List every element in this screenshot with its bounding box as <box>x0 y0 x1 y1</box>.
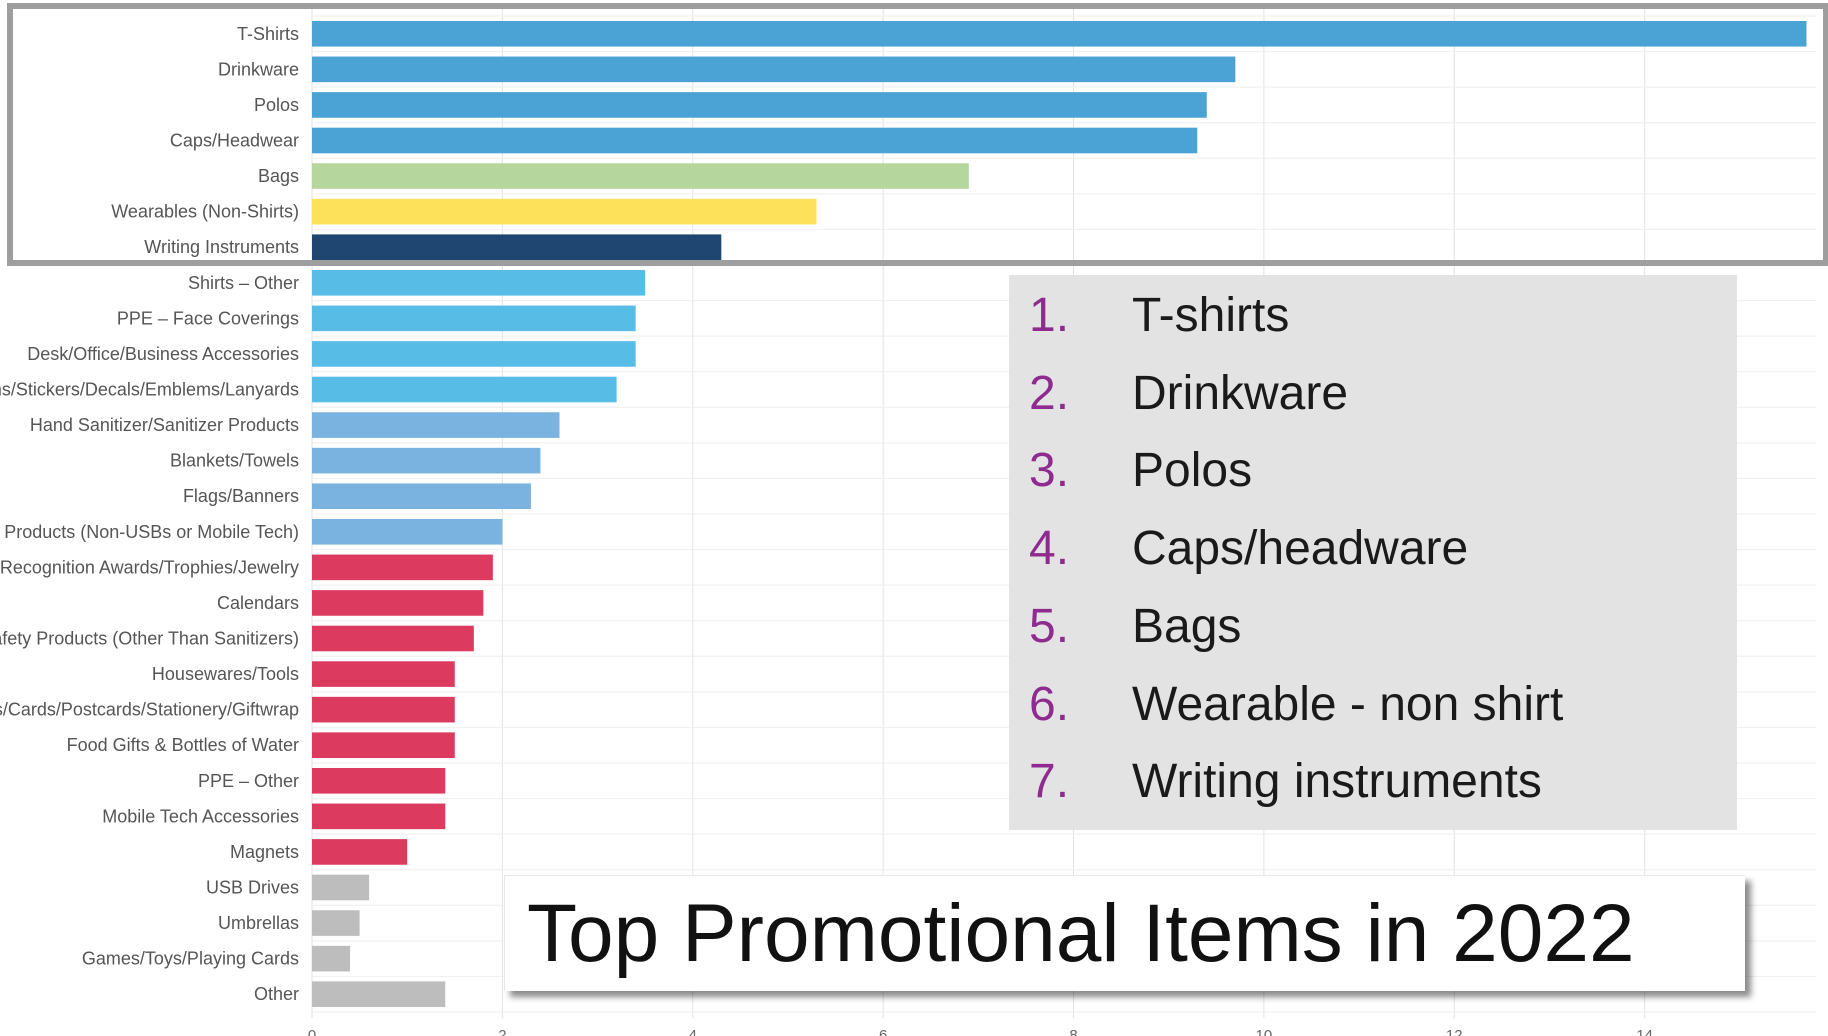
x-tick-label: 2 <box>498 1027 506 1036</box>
x-tick-label: 6 <box>879 1027 887 1036</box>
ranking-label: Caps/headware <box>1132 522 1469 576</box>
category-label: Desk/Office/Business Accessories <box>27 344 299 364</box>
bar <box>312 376 617 403</box>
category-label: Calendars <box>217 593 299 613</box>
x-axis-tick-labels: 0 2 4 6 8 10 12 14 <box>308 1027 1653 1036</box>
ranking-list-item: 7. Writing instruments <box>1009 743 1737 821</box>
overlay-title: Top Promotional Items in 2022 <box>527 888 1635 979</box>
category-label: Magnets <box>230 842 299 862</box>
bar <box>312 92 1207 118</box>
category-label: Recognition Awards/Trophies/Jewelry <box>0 557 299 577</box>
bar <box>312 483 531 510</box>
top-seven-highlight-box <box>7 3 1828 266</box>
ranking-number: 6. <box>1029 677 1070 731</box>
x-tick-label: 0 <box>308 1027 316 1036</box>
ranking-list-box: 1. T-shirts 2. Drinkware 3. Polos 4. Caps/headw… <box>1009 275 1737 830</box>
category-label: oks/Cards/Postcards/Stationery/Giftwrap <box>0 700 299 720</box>
title-banner: Top Promotional Items in 2022 <box>504 875 1745 991</box>
ranking-label: T-shirts <box>1132 289 1290 342</box>
bar <box>312 945 351 972</box>
ranking-number: 2. <box>1029 366 1070 420</box>
bar <box>312 839 408 865</box>
category-label: PPE – Other <box>198 771 299 791</box>
bar <box>312 127 1198 154</box>
ranking-number: 3. <box>1029 444 1070 498</box>
bar <box>312 163 969 189</box>
category-label: Other <box>254 984 299 1004</box>
category-label: Housewares/Tools <box>152 664 299 684</box>
category-label: Wearables (Non-Shirts) <box>111 202 299 222</box>
category-label: Games/Toys/Playing Cards <box>82 949 299 969</box>
bar <box>312 910 360 936</box>
x-tick-label: 12 <box>1446 1027 1463 1036</box>
bar <box>312 518 503 545</box>
category-labels: T-Shirts Drinkware Polos Caps/Headwear Bags W… <box>0 24 299 1004</box>
category-label: Shirts – Other <box>188 273 299 293</box>
bar <box>312 625 474 652</box>
bar <box>312 661 455 687</box>
bar <box>312 874 370 901</box>
category-label: Writing Instruments <box>144 237 299 257</box>
ranking-list-item: 4. Caps/headware <box>1009 510 1737 588</box>
category-label: Mobile Tech Accessories <box>102 806 299 826</box>
category-label: Caps/Headwear <box>170 131 299 151</box>
bar <box>312 412 560 438</box>
category-label: ons/Stickers/Decals/Emblems/Lanyards <box>0 380 299 400</box>
category-label: USB Drives <box>206 878 299 898</box>
bar <box>312 447 541 474</box>
category-label: Polos <box>254 95 299 115</box>
category-label: ed Products (Non-USBs or Mobile Tech) <box>0 522 299 542</box>
ranking-list-item: 6. Wearable - non shirt <box>1009 666 1737 744</box>
category-label: T-Shirts <box>237 24 299 44</box>
ranking-number: 5. <box>1029 599 1070 653</box>
category-label: Bags <box>258 166 299 186</box>
bar <box>312 732 455 759</box>
category-label: PPE – Face Coverings <box>117 308 299 328</box>
x-tick-label: 8 <box>1069 1027 1077 1036</box>
category-label: Umbrellas <box>218 913 299 933</box>
x-tick-label: 14 <box>1636 1027 1653 1036</box>
ranking-label: Wearable - non shirt <box>1132 677 1564 731</box>
ranking-label: Bags <box>1132 599 1242 653</box>
ranking-label: Polos <box>1132 444 1253 498</box>
ranking-list-item: 5. Bags <box>1009 588 1737 666</box>
ranking-list-item: 2. Drinkware <box>1009 355 1737 433</box>
category-label: Food Gifts & Bottles of Water <box>67 735 299 755</box>
ranking-label: Writing instruments <box>1132 755 1542 809</box>
category-label: Safety Products (Other Than Sanitizers) <box>0 629 299 649</box>
bar <box>312 767 446 794</box>
bar <box>312 20 1807 47</box>
x-tick-label: 4 <box>689 1027 697 1036</box>
category-label: Hand Sanitizer/Sanitizer Products <box>30 415 299 435</box>
bar <box>312 341 636 367</box>
ranking-number: 1. <box>1029 289 1070 342</box>
bars <box>312 20 1807 1008</box>
ranking-list-item: 3. Polos <box>1009 432 1737 510</box>
ranking-number: 4. <box>1029 522 1070 576</box>
x-tick-label: 10 <box>1256 1027 1273 1036</box>
bar <box>312 305 636 332</box>
ranking-label: Drinkware <box>1132 366 1349 420</box>
bar <box>312 696 455 723</box>
bar <box>312 269 646 296</box>
bar <box>312 803 446 830</box>
bar <box>312 981 446 1008</box>
bar <box>312 234 722 261</box>
bar <box>312 56 1236 83</box>
ranking-number: 7. <box>1029 755 1070 809</box>
ranking-list-item: 1. T-shirts <box>1009 277 1737 355</box>
bar <box>312 198 817 225</box>
category-label: Flags/Banners <box>183 486 299 506</box>
bar <box>312 590 484 616</box>
category-label: Drinkware <box>218 59 299 79</box>
category-label: Blankets/Towels <box>170 451 299 471</box>
bar <box>312 554 493 581</box>
